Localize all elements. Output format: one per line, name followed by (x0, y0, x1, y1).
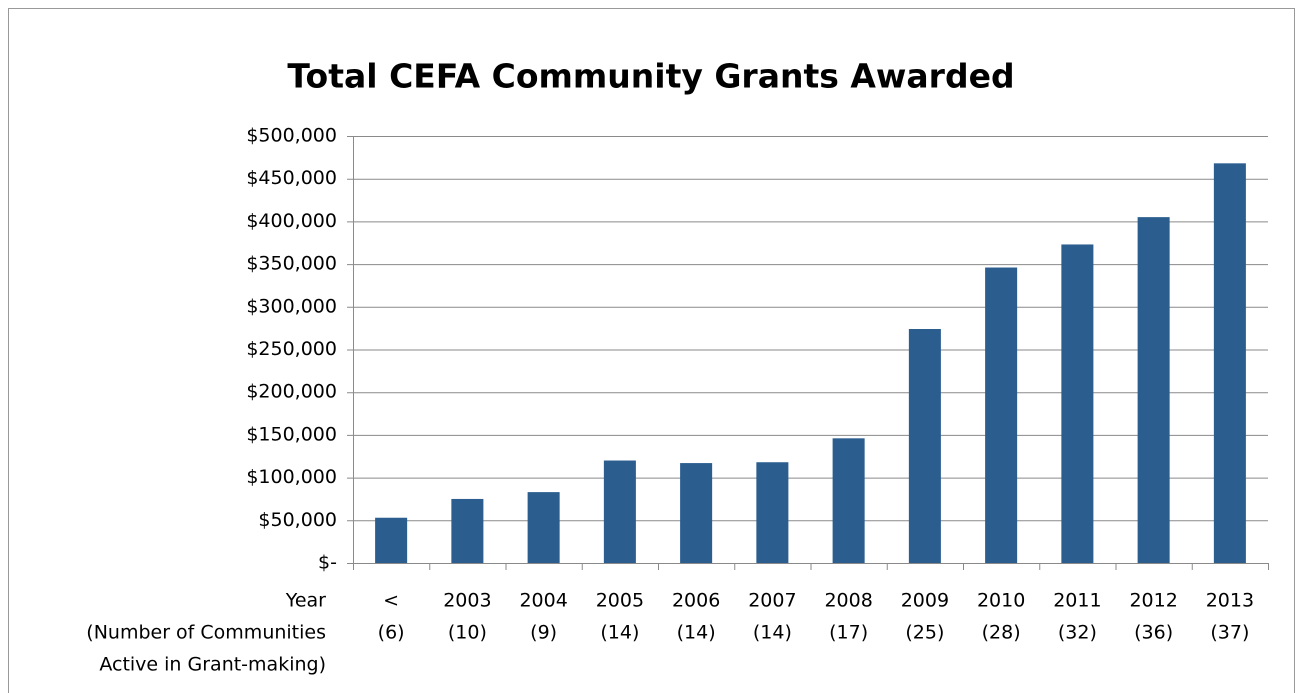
x-tick-label: (9) (530, 622, 557, 644)
x-tick-label: 2006 (672, 590, 720, 612)
bar (680, 463, 713, 563)
bar (375, 517, 408, 563)
x-tick-label: (32) (1058, 622, 1097, 644)
x-tick-label: 2003 (443, 590, 491, 612)
x-tick-label: (14) (677, 622, 716, 644)
x-tick-label: (37) (1210, 622, 1249, 644)
y-tick-label: $500,000 (246, 125, 337, 147)
bar (985, 267, 1018, 563)
x-tick-label: < (383, 590, 399, 612)
y-tick-label: $- (318, 552, 337, 574)
y-tick-label: $100,000 (246, 466, 337, 488)
x-tick-label: (10) (448, 622, 487, 644)
x-tick-label: 2008 (824, 590, 872, 612)
x-tick-label: 2011 (1053, 590, 1101, 612)
bar (451, 498, 484, 563)
bar (908, 329, 941, 563)
x-tick-label: 2010 (977, 590, 1025, 612)
x-axis-label: Year (285, 590, 326, 612)
bar (832, 438, 865, 563)
x-tick-label: 2012 (1129, 590, 1177, 612)
chart-title: Total CEFA Community Grants Awarded (287, 57, 1014, 96)
x-tick-label: 2007 (748, 590, 796, 612)
x-tick-label: (14) (753, 622, 792, 644)
y-tick-label: $450,000 (246, 167, 337, 189)
y-tick-label: $50,000 (258, 509, 337, 531)
x-tick-label: (28) (982, 622, 1021, 644)
bar (756, 462, 789, 563)
x-axis-label: Active in Grant-making) (99, 654, 326, 676)
bar (1137, 217, 1170, 563)
x-tick-label: (36) (1134, 622, 1173, 644)
bar (1213, 163, 1246, 563)
y-tick-label: $300,000 (246, 295, 337, 317)
y-tick-label: $200,000 (246, 381, 337, 403)
y-tick-label: $350,000 (246, 253, 337, 275)
y-tick-label: $400,000 (246, 210, 337, 232)
bar (527, 492, 560, 563)
y-tick-label: $150,000 (246, 423, 337, 445)
x-axis-label: (Number of Communities (86, 622, 326, 644)
x-tick-label: 2005 (596, 590, 644, 612)
x-tick-label: 2004 (519, 590, 567, 612)
x-tick-label: (14) (600, 622, 639, 644)
x-tick-label: (17) (829, 622, 868, 644)
x-tick-label: 2009 (901, 590, 949, 612)
bar (1061, 244, 1094, 563)
x-tick-label: 2013 (1206, 590, 1254, 612)
bar (603, 460, 636, 563)
x-tick-label: (6) (378, 622, 405, 644)
chart-border (8, 8, 1295, 693)
x-tick-label: (25) (905, 622, 944, 644)
y-tick-label: $250,000 (246, 338, 337, 360)
